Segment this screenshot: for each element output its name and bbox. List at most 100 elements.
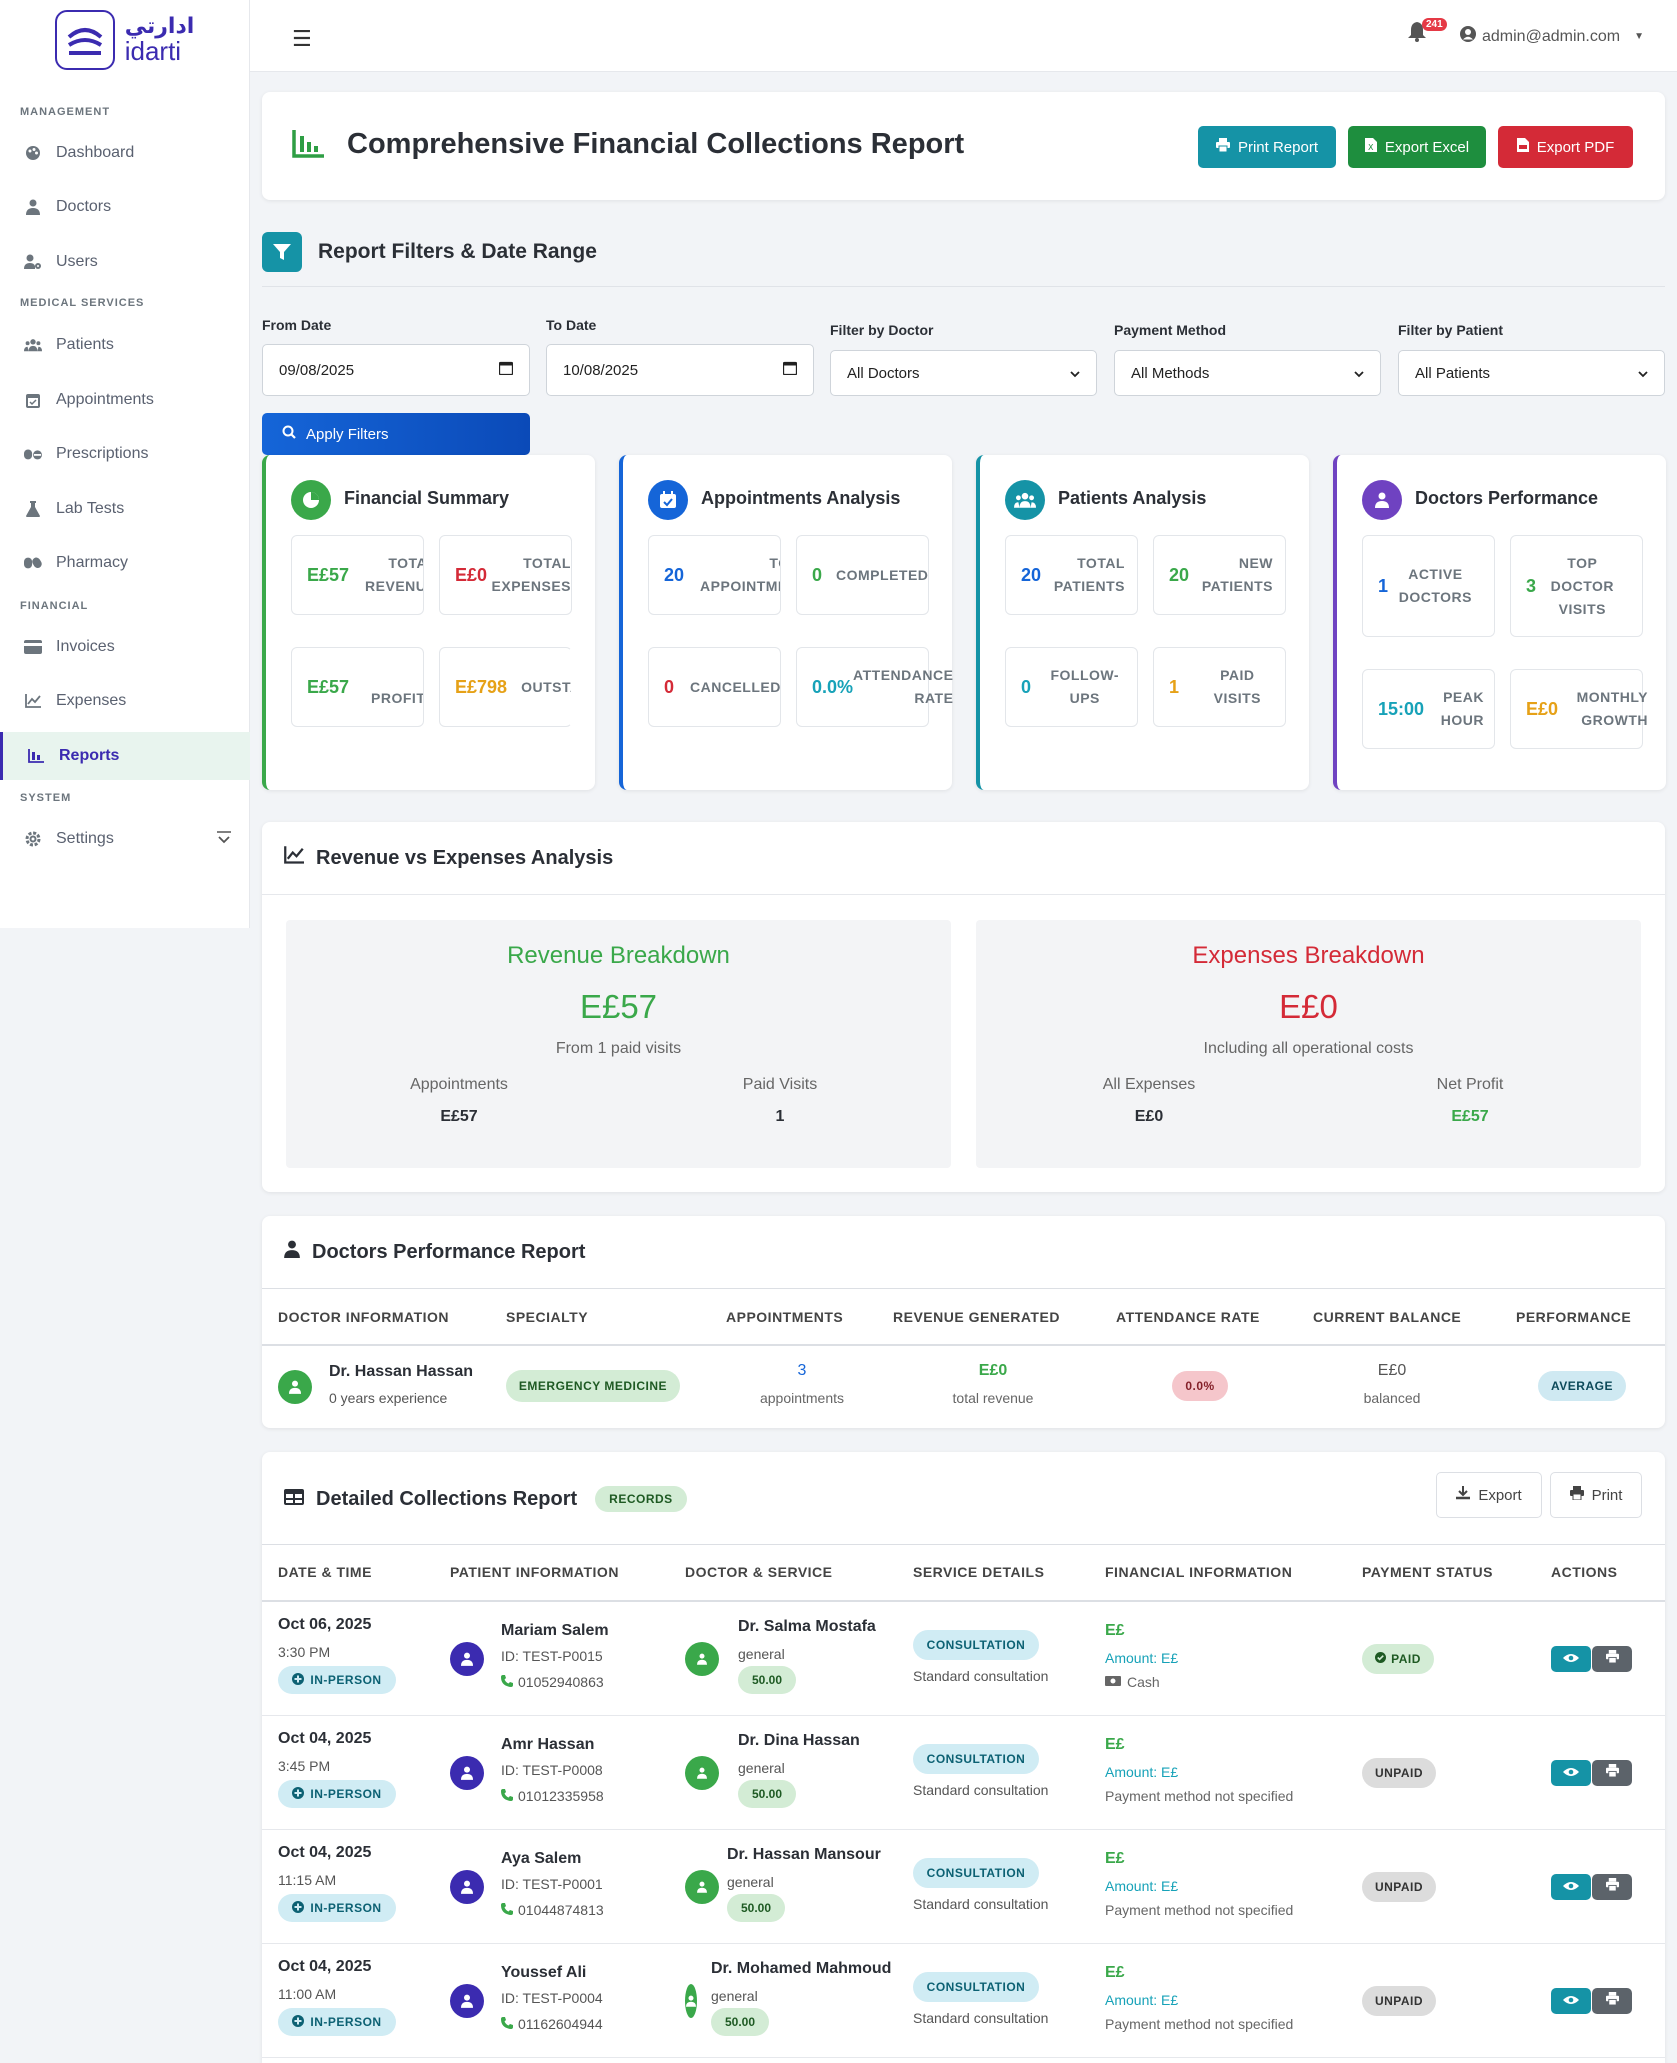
sidebar-item-invoices[interactable]: Invoices (0, 623, 250, 671)
sidebar-item-doctors[interactable]: Doctors (0, 183, 250, 231)
view-button[interactable] (1551, 1760, 1591, 1786)
hospital-icon (292, 1900, 305, 1916)
from-date-input[interactable]: 09/08/2025 (262, 344, 530, 396)
user-menu[interactable]: admin@admin.com ▼ (1460, 26, 1644, 47)
notification-badge: 241 (1422, 18, 1447, 31)
apply-filters-button[interactable]: Apply Filters (262, 413, 530, 455)
payment-status-badge: UNPAID (1362, 1872, 1436, 1902)
service-fee-badge: 50.00 (738, 1780, 796, 1808)
print-row-button[interactable] (1592, 1760, 1632, 1786)
phone-icon (501, 1902, 513, 1918)
phone-number: 01044874813 (518, 1902, 604, 1918)
sidebar-item-patients[interactable]: Patients (0, 321, 250, 369)
column-header[interactable]: ACTIONS (1551, 1564, 1618, 1580)
patient-id: ID: TEST-P0004 (501, 1990, 603, 2006)
print-row-button[interactable] (1592, 1646, 1632, 1672)
sidebar-item-reports[interactable]: Reports (0, 732, 250, 780)
sidebar-item-label: Doctors (56, 198, 112, 215)
view-button[interactable] (1551, 1646, 1591, 1672)
patients-analysis-card: Patients Analysis 20 TOTAL PATIENTS 20 N… (976, 455, 1309, 790)
column-header[interactable]: SPECIALTY (506, 1309, 589, 1325)
table-row[interactable]: Oct 04, 2025 11:00 AM IN-PERSON Youssef … (262, 1944, 1665, 2058)
patient-name[interactable]: Amr Hassan (501, 1736, 595, 1753)
column-header[interactable]: DOCTOR & SERVICE (685, 1564, 833, 1580)
credit-card-icon (24, 638, 42, 656)
sidebar-item-prescriptions[interactable]: Prescriptions (0, 430, 250, 478)
visit-type-label: IN-PERSON (310, 1787, 382, 1801)
payment-filter-label: Payment Method (1114, 322, 1227, 338)
column-header[interactable]: PAYMENT STATUS (1362, 1564, 1493, 1580)
patient-id: ID: TEST-P0008 (501, 1762, 603, 1778)
patient-filter-select[interactable]: All Patients (1398, 350, 1665, 396)
sidebar-item-pharmacy[interactable]: Pharmacy (0, 539, 250, 587)
bell-icon (1408, 22, 1426, 46)
calendar-icon (782, 361, 798, 379)
sidebar-item-expenses[interactable]: Expenses (0, 677, 250, 725)
column-header[interactable]: PATIENT INFORMATION (450, 1564, 619, 1580)
column-header[interactable]: ATTENDANCE RATE (1116, 1309, 1260, 1325)
revenue-col2-value: 1 (775, 1108, 785, 1125)
patient-name[interactable]: Youssef Ali (501, 1964, 587, 1981)
doctor-name[interactable]: Dr. Dina Hassan (738, 1732, 860, 1749)
doctor-name[interactable]: Dr. Mohamed Mahmoud (711, 1960, 892, 1977)
svg-text:X: X (1368, 143, 1374, 152)
detailed-collections-report: Detailed Collections Report RECORDS Expo… (262, 1452, 1665, 2063)
patient-phone[interactable]: 01162604944 (501, 2016, 603, 2032)
doctor-name[interactable]: Dr. Hassan Mansour (727, 1846, 881, 1863)
export-excel-button[interactable]: X Export Excel (1348, 126, 1486, 168)
print-button[interactable]: Print (1550, 1472, 1642, 1518)
column-header[interactable]: DATE & TIME (278, 1564, 372, 1580)
view-button[interactable] (1551, 1874, 1591, 1900)
patient-name[interactable]: Aya Salem (501, 1850, 582, 1867)
filter-icon (262, 232, 302, 272)
patient-phone[interactable]: 01044874813 (501, 1902, 604, 1918)
sidebar-item-appointments[interactable]: Appointments (0, 376, 250, 424)
print-row-button[interactable] (1592, 1874, 1632, 1900)
brand-logo[interactable]: ادارتي idarti (0, 0, 249, 80)
doctor-avatar-icon (685, 1984, 697, 2018)
payment-filter-select[interactable]: All Methods (1114, 350, 1381, 396)
export-button[interactable]: Export (1436, 1472, 1542, 1518)
patient-filter-label: Filter by Patient (1398, 322, 1504, 338)
tile-value: E£0 (455, 564, 488, 585)
printer-icon (1605, 1992, 1619, 2010)
amount-currency: E£ (1105, 1850, 1125, 1867)
tile-value: E£57 (307, 676, 350, 697)
table-row[interactable]: Oct 04, 2025 3:45 PM IN-PERSON Amr Hassa… (262, 1716, 1665, 1830)
doctor-name[interactable]: Dr. Salma Mostafa (738, 1618, 876, 1635)
chevron-down-icon[interactable] (216, 831, 232, 850)
expenses-total: E£0 (1279, 988, 1338, 1025)
column-header[interactable]: APPOINTMENTS (726, 1309, 844, 1325)
service-fee-badge: 50.00 (738, 1666, 796, 1694)
column-header[interactable]: SERVICE DETAILS (913, 1564, 1045, 1580)
print-report-button[interactable]: Print Report (1198, 126, 1336, 168)
patient-phone[interactable]: 01052940863 (501, 1674, 604, 1690)
patient-id: ID: TEST-P0001 (501, 1876, 603, 1892)
print-row-button[interactable] (1592, 1988, 1632, 2014)
table-row[interactable]: Oct 06, 2025 3:30 PM IN-PERSON Mariam Sa… (262, 1602, 1665, 1716)
menu-toggle-icon[interactable]: ☰ (292, 26, 312, 51)
column-header[interactable]: CURRENT BALANCE (1313, 1309, 1462, 1325)
service-description: Standard consultation (913, 1782, 1049, 1798)
notifications-button[interactable]: 241 (1408, 18, 1447, 47)
column-header[interactable]: REVENUE GENERATED (893, 1309, 1060, 1325)
amount-currency: E£ (1105, 1622, 1125, 1639)
column-header[interactable]: DOCTOR INFORMATION (278, 1309, 450, 1325)
payment-status-label: UNPAID (1374, 1880, 1424, 1894)
sidebar-item-label: Appointments (56, 391, 154, 408)
section-heading: Doctors Performance Report (312, 1240, 586, 1263)
sidebar-item-lab-tests[interactable]: Lab Tests (0, 485, 250, 533)
tile-label: FOLLOW- UPS (1050, 667, 1119, 706)
patient-name[interactable]: Mariam Salem (501, 1622, 609, 1639)
view-button[interactable] (1551, 1988, 1591, 2014)
table-row[interactable]: Oct 04, 2025 11:15 AM IN-PERSON Aya Sale… (262, 1830, 1665, 1944)
sidebar-item-settings[interactable]: Settings (0, 815, 250, 863)
sidebar-item-dashboard[interactable]: Dashboard (0, 129, 250, 177)
to-date-input[interactable]: 10/08/2025 (546, 344, 814, 396)
export-pdf-button[interactable]: Export PDF (1498, 126, 1633, 168)
column-header[interactable]: PERFORMANCE (1516, 1309, 1632, 1325)
doctor-filter-select[interactable]: All Doctors (830, 350, 1097, 396)
sidebar-item-users[interactable]: Users (0, 238, 250, 286)
patient-phone[interactable]: 01012335958 (501, 1788, 604, 1804)
column-header[interactable]: FINANCIAL INFORMATION (1105, 1564, 1293, 1580)
